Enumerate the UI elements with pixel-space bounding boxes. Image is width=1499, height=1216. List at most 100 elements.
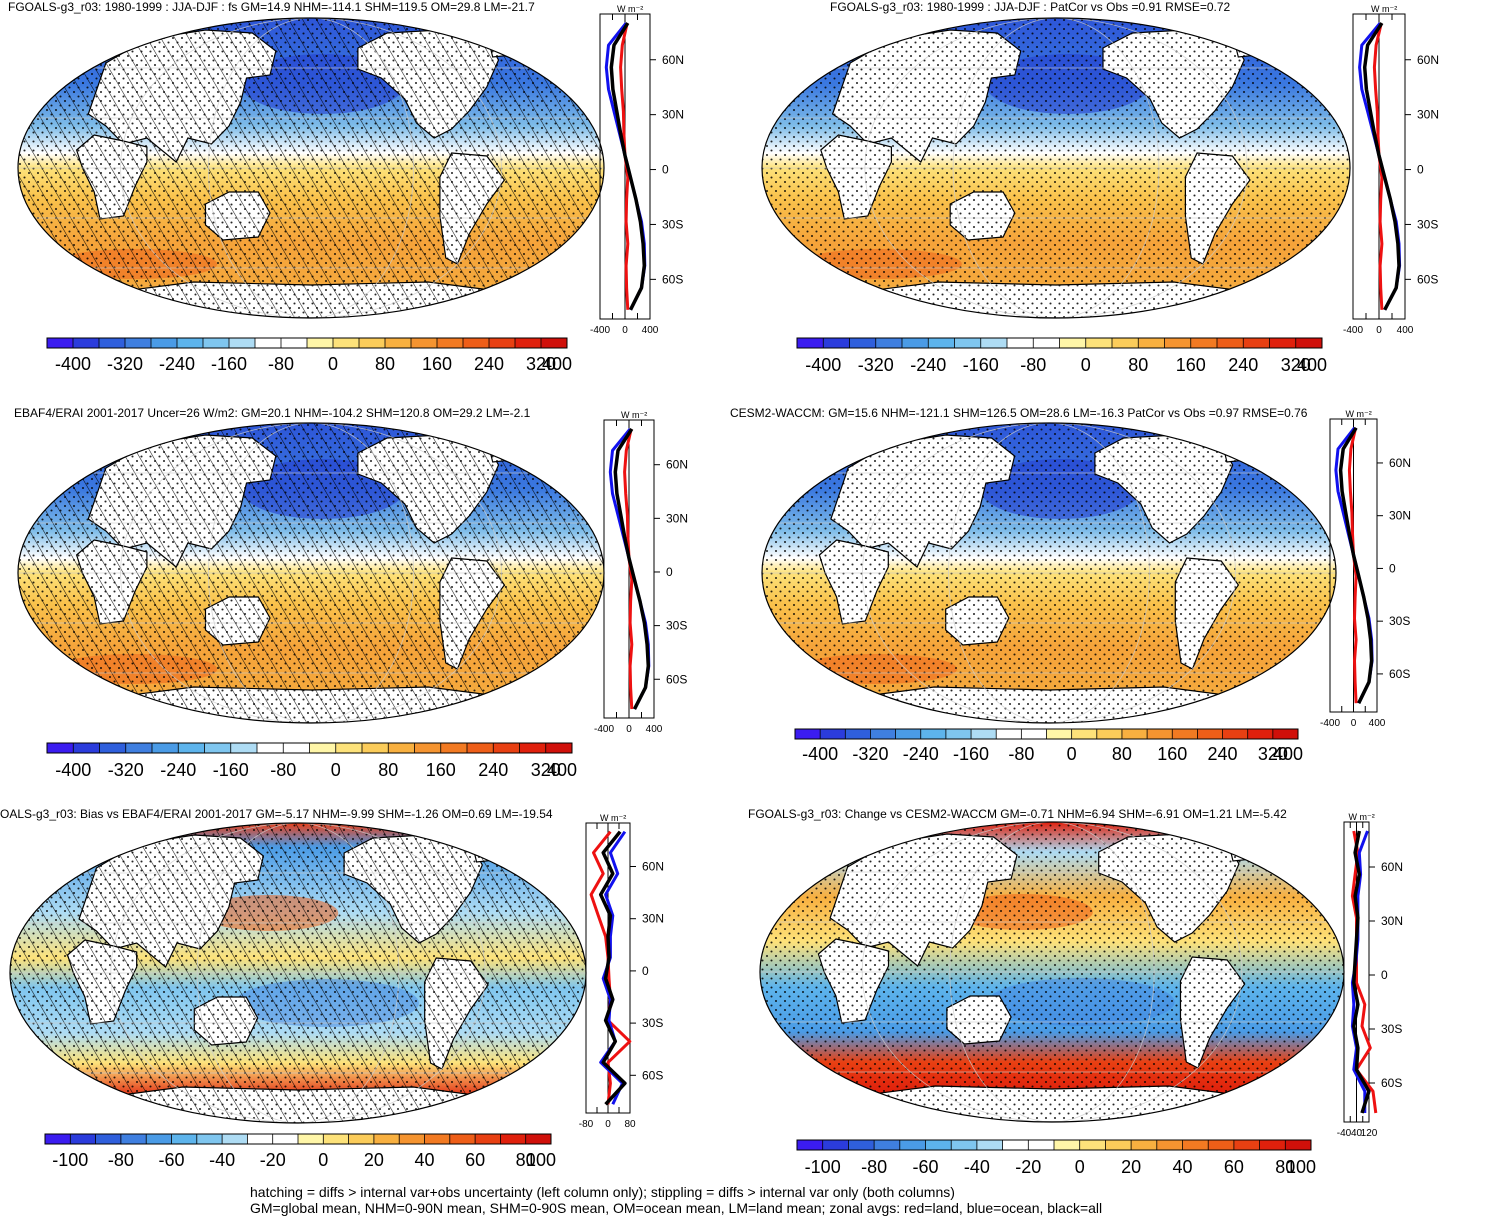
map-outline bbox=[761, 17, 1351, 319]
profile-curve-all bbox=[1352, 830, 1371, 1114]
profile-units: W m⁻² bbox=[1349, 812, 1375, 822]
panel-title: FGOALS-g3_r03: 1980-1999 : JJA-DJF : fs … bbox=[8, 0, 535, 14]
colorbar-tick-label: -240 bbox=[903, 744, 939, 764]
panel-title: FGOALS-g3_r03: Change vs CESM2-WACCM GM=… bbox=[748, 807, 1287, 821]
colorbar-tick-label: 80 bbox=[1128, 355, 1148, 375]
colorbar-tick-label: -40 bbox=[964, 1157, 990, 1177]
latitude-tick-label: 60N bbox=[1389, 456, 1411, 470]
map-outline bbox=[17, 17, 605, 319]
colorbar-tick-label: -100 bbox=[52, 1150, 88, 1170]
colorbar-tick-label: 240 bbox=[474, 354, 504, 374]
latitude-tick-label: 0 bbox=[1381, 968, 1388, 982]
latitude-tick-label: 30N bbox=[666, 511, 688, 525]
colorbar-tick-label: -100 bbox=[805, 1157, 841, 1177]
colorbar-tick-label: -20 bbox=[260, 1150, 286, 1170]
colorbar-tick-label: 320 bbox=[531, 760, 561, 780]
profile-x-tick-label: -400 bbox=[590, 325, 610, 336]
latitude-tick-label: 30S bbox=[642, 1016, 663, 1030]
colorbar-tick-label: -400 bbox=[802, 744, 838, 764]
colorbar-tick-label: 400 bbox=[547, 760, 577, 780]
latitude-tick-label: 30S bbox=[666, 619, 687, 633]
profile-x-tick-label: -400 bbox=[1343, 325, 1363, 336]
profile-x-tick-label: 400 bbox=[1397, 325, 1414, 336]
colorbar-tick-label: 0 bbox=[331, 760, 341, 780]
profile-x-tick-label: 0 bbox=[622, 325, 628, 336]
colorbar-tick-label: -400 bbox=[805, 355, 841, 375]
profile-x-tick-label: -400 bbox=[594, 724, 614, 735]
map-panel-1: FGOALS-g3_r03: 1980-1999 : JJA-DJF : fs … bbox=[8, 0, 684, 374]
panel-title: OALS-g3_r03: Bias vs EBAF4/ERAI 2001-201… bbox=[0, 807, 553, 821]
colorbar-tick-label: 100 bbox=[526, 1150, 556, 1170]
colorbar-tick-label: 0 bbox=[328, 354, 338, 374]
colorbar-tick-label: -320 bbox=[858, 355, 894, 375]
profile-units: W m⁻² bbox=[1371, 4, 1397, 14]
colorbar-tick-label: -80 bbox=[108, 1150, 134, 1170]
colorbar-tick-label: 400 bbox=[1297, 355, 1327, 375]
colorbar-tick-label: 100 bbox=[1286, 1157, 1316, 1177]
profile-curve-all bbox=[1362, 22, 1401, 311]
profile-x-tick-label: -40 bbox=[1337, 1128, 1352, 1139]
profile-x-tick-label: 400 bbox=[642, 325, 659, 336]
latitude-tick-label: 60N bbox=[662, 53, 684, 67]
latitude-tick-label: 30S bbox=[1381, 1022, 1402, 1036]
latitude-tick-label: 60S bbox=[1417, 272, 1438, 286]
colorbar-tick-label: 20 bbox=[1121, 1157, 1141, 1177]
colorbar-tick-label: -60 bbox=[158, 1150, 184, 1170]
colorbar-tick-label: -240 bbox=[159, 354, 195, 374]
latitude-tick-label: 0 bbox=[1417, 163, 1424, 177]
colorbar-tick-label: -160 bbox=[963, 355, 999, 375]
latitude-tick-label: 30S bbox=[1417, 217, 1438, 231]
latitude-tick-label: 60N bbox=[1381, 860, 1403, 874]
colorbar-tick-label: 60 bbox=[465, 1150, 485, 1170]
latitude-tick-label: 30S bbox=[662, 217, 683, 231]
latitude-tick-label: 30N bbox=[1381, 914, 1403, 928]
profile-curve-all bbox=[613, 427, 651, 710]
colorbar-tick-label: 0 bbox=[318, 1150, 328, 1170]
footer-note-means: GM=global mean, NHM=0-90N mean, SHM=0-90… bbox=[250, 1200, 1103, 1216]
latitude-tick-label: 0 bbox=[662, 163, 669, 177]
profile-curve-land bbox=[1350, 830, 1378, 1114]
map-field bbox=[18, 423, 604, 723]
latitude-tick-label: 60S bbox=[666, 672, 687, 686]
colorbar-tick-label: 240 bbox=[478, 760, 508, 780]
profile-x-tick-label: 0 bbox=[605, 1119, 611, 1130]
latitude-tick-label: 30N bbox=[642, 912, 664, 926]
profile-units: W m⁻² bbox=[617, 4, 643, 14]
profile-curve-all bbox=[1338, 426, 1374, 704]
colorbar-tick-label: 400 bbox=[542, 354, 572, 374]
map-field bbox=[18, 18, 604, 318]
colorbar-tick-label: -80 bbox=[270, 760, 296, 780]
colorbar-tick-label: 320 bbox=[526, 354, 556, 374]
colorbar-tick-label: -240 bbox=[160, 760, 196, 780]
profile-x-tick-label: 80 bbox=[624, 1119, 636, 1130]
colorbar-tick-label: 240 bbox=[1228, 355, 1258, 375]
colorbar-tick-label: -160 bbox=[213, 760, 249, 780]
colorbar-tick-label: 80 bbox=[516, 1150, 536, 1170]
profile-x-tick-label: 0 bbox=[1376, 325, 1382, 336]
colorbar-tick-label: -320 bbox=[107, 354, 143, 374]
colorbar-tick-label: -240 bbox=[910, 355, 946, 375]
colorbar-tick-label: 160 bbox=[1176, 355, 1206, 375]
map-field bbox=[762, 18, 1350, 318]
latitude-tick-label: 60S bbox=[1381, 1076, 1402, 1090]
latitude-tick-label: 60N bbox=[666, 458, 688, 472]
zonal-profile: W m⁻² 60N 30N 0 30S 60S -400 0 400 bbox=[590, 4, 684, 336]
colorbar-tick-label: -160 bbox=[953, 744, 989, 764]
colorbar-tick-label: 80 bbox=[378, 760, 398, 780]
colorbar-tick-label: 320 bbox=[1258, 744, 1288, 764]
colorbar-tick-label: 160 bbox=[1157, 744, 1187, 764]
colorbar-tick-label: 20 bbox=[364, 1150, 384, 1170]
latitude-tick-label: 60S bbox=[642, 1068, 663, 1082]
colorbar-tick-label: 80 bbox=[1112, 744, 1132, 764]
profile-x-tick-label: 400 bbox=[1369, 718, 1386, 729]
colorbar-tick-label: 40 bbox=[414, 1150, 434, 1170]
map-panel-4: CESM2-WACCM: GM=15.6 NHM=-121.1 SHM=126.… bbox=[730, 406, 1411, 764]
map-field bbox=[10, 823, 586, 1123]
profile-units: W m⁻² bbox=[621, 410, 647, 420]
